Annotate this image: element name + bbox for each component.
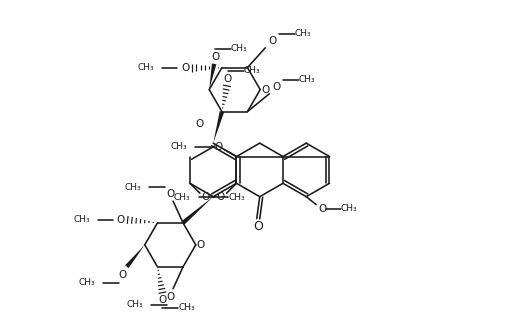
Polygon shape [209,63,216,90]
Text: CH₃: CH₃ [125,183,141,192]
Text: O: O [261,85,269,95]
Text: O: O [196,240,205,250]
Text: O: O [318,204,326,213]
Text: O: O [119,270,127,279]
Text: CH₃: CH₃ [299,75,316,84]
Text: O: O [253,220,263,233]
Text: O: O [159,295,167,305]
Text: CH₃: CH₃ [178,303,194,312]
Text: O: O [202,192,210,202]
Text: CH₃: CH₃ [295,29,312,38]
Text: CH₃: CH₃ [228,193,245,202]
Text: CH₃: CH₃ [341,204,358,213]
Text: CH₃: CH₃ [243,67,260,75]
Text: CH₃: CH₃ [170,142,187,151]
Text: CH₃: CH₃ [78,278,95,287]
Text: O: O [195,119,204,129]
Polygon shape [213,111,224,143]
Text: CH₃: CH₃ [231,44,247,53]
Text: O: O [224,74,232,84]
Text: O: O [215,142,223,152]
Text: O: O [166,292,174,302]
Text: O: O [117,215,125,225]
Text: O: O [181,62,189,72]
Text: O: O [272,82,280,92]
Text: CH₃: CH₃ [73,215,90,224]
Text: O: O [211,52,219,62]
Text: O: O [217,192,225,202]
Polygon shape [125,245,145,268]
Text: O: O [268,36,276,46]
Text: O: O [166,189,174,199]
Polygon shape [181,197,213,224]
Text: CH₃: CH₃ [138,63,155,72]
Text: CH₃: CH₃ [127,300,143,309]
Text: CH₃: CH₃ [173,193,190,202]
